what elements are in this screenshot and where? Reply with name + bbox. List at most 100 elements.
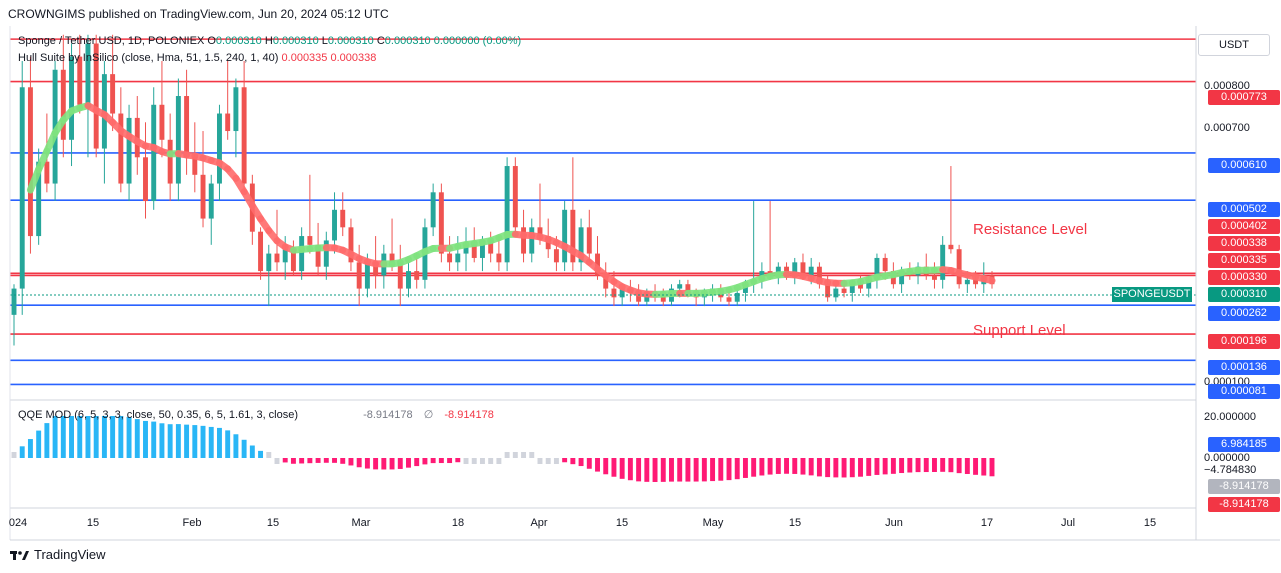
qqe-bar: [603, 458, 609, 475]
candle-body: [882, 257, 888, 272]
candle-body: [348, 227, 354, 263]
qqe-bar: [759, 458, 765, 476]
qqe-bar: [644, 458, 650, 482]
publisher-header: CROWNGIMS published on TradingView.com, …: [8, 7, 389, 21]
price-label: 0.000262: [1208, 306, 1280, 321]
resistance-annotation: Resistance Level: [973, 221, 1088, 238]
qqe-bar: [348, 458, 354, 466]
candle-body: [184, 96, 190, 158]
qqe-bar: [151, 421, 157, 458]
qqe-bar: [389, 458, 395, 470]
candle-body: [282, 249, 288, 263]
support-annotation: Support Level: [973, 322, 1066, 339]
qqe-bar: [570, 458, 576, 465]
candle-body: [126, 117, 132, 184]
candle-body: [595, 253, 600, 276]
price-label: 0.000502: [1208, 202, 1280, 217]
time-tick: Apr: [530, 517, 548, 529]
qqe-bar: [973, 458, 979, 475]
qqe-bar: [315, 458, 321, 463]
osc-tick: 0.000000: [1204, 452, 1250, 464]
qqe-bar: [866, 458, 872, 476]
qqe-bar: [841, 458, 847, 478]
qqe-bar: [110, 416, 116, 458]
close-value: 0.000310: [384, 35, 431, 47]
candle-body: [570, 209, 576, 263]
qqe-bar: [899, 458, 905, 474]
qqe-bar: [808, 458, 814, 476]
qqe-bar: [775, 458, 781, 474]
qqe-legend[interactable]: QQE MOD (6, 5, 3, 3, close, 50, 0.35, 6,…: [18, 408, 494, 421]
candle-body: [356, 262, 362, 289]
qqe-bar: [553, 458, 559, 464]
qqe-bar: [627, 458, 633, 481]
qqe-bar: [660, 458, 666, 482]
price-tick: 0.000700: [1204, 122, 1250, 134]
tradingview-footer[interactable]: TradingView: [10, 547, 106, 562]
candle-body: [932, 275, 937, 280]
qqe-bar: [907, 458, 913, 473]
qqe-bar: [849, 458, 855, 478]
candle-body: [397, 262, 403, 289]
qqe-bar: [792, 458, 798, 474]
qqe-bar: [545, 458, 551, 464]
tradingview-brand: TradingView: [34, 547, 106, 562]
qqe-bar: [77, 416, 83, 458]
qqe-bar: [192, 425, 198, 458]
candle-body: [964, 279, 970, 285]
candle-body: [274, 253, 280, 263]
candle-body: [373, 262, 379, 276]
qqe-bar: [93, 416, 99, 458]
low-label: L: [321, 35, 328, 47]
qqe-bar: [701, 458, 707, 482]
candle-body: [167, 139, 173, 184]
candle-body: [69, 56, 74, 140]
price-label: 0.000338: [1208, 236, 1280, 251]
qqe-bar: [874, 458, 880, 475]
hull-legend[interactable]: Hull Suite by InSilico (close, Hma, 51, …: [18, 52, 376, 64]
qqe-bar: [800, 458, 806, 475]
qqe-bar: [989, 458, 995, 477]
qqe-bar: [479, 458, 485, 464]
time-tick: 17: [980, 517, 994, 529]
qqe-bar: [471, 458, 477, 464]
qqe-bar: [414, 458, 420, 467]
candle-body: [841, 288, 847, 293]
candle-body: [77, 56, 83, 105]
candle-body: [858, 284, 863, 289]
qqe-bar: [578, 458, 584, 467]
high-value: 0.000310: [272, 35, 319, 47]
qqe-bar: [266, 452, 272, 458]
qqe-bar: [504, 452, 510, 458]
main-legend[interactable]: Sponge / Tether USD, 1D, POLONIEX O0.000…: [18, 35, 521, 47]
time-tick: 15: [788, 517, 802, 529]
price-label: 0.000610: [1208, 158, 1280, 173]
hull-value-2: 0.000338: [330, 52, 377, 64]
osc-tick: 20.000000: [1204, 411, 1256, 423]
qqe-bar: [27, 439, 33, 458]
candle-body: [521, 227, 527, 254]
qqe-bar: [858, 458, 863, 477]
qqe-histogram: [11, 416, 995, 482]
currency-selector[interactable]: USDT: [1198, 34, 1270, 56]
low-value: 0.000310: [327, 35, 374, 47]
candle-body: [808, 266, 814, 276]
qqe-bar: [455, 458, 461, 463]
qqe-bar: [175, 424, 181, 458]
candle-body: [726, 297, 732, 302]
candle-body: [315, 244, 321, 267]
candle-body: [389, 253, 395, 263]
qqe-bar: [208, 426, 214, 458]
candle-body: [471, 244, 477, 258]
qqe-bar: [562, 458, 568, 463]
candle-body: [85, 43, 91, 105]
price-label: 0.000402: [1208, 219, 1280, 234]
qqe-bar: [274, 458, 280, 464]
qqe-bar: [751, 458, 757, 477]
candle-body: [504, 166, 510, 263]
qqe-bar: [652, 458, 658, 482]
qqe-bar: [619, 458, 625, 479]
price-label: 0.000773: [1208, 90, 1280, 105]
open-label: O: [207, 35, 216, 47]
